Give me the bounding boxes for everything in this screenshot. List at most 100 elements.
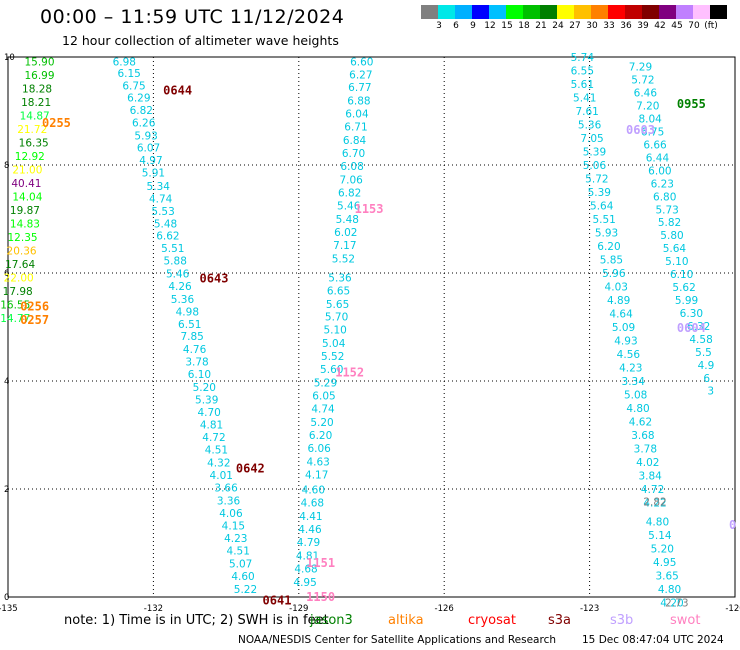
wave-height-value: 5.36	[328, 272, 352, 284]
wave-height-value: 5.65	[326, 299, 349, 311]
wave-height-value: 5.61	[571, 79, 594, 91]
footer-note: note: 1) Time is in UTC; 2) SWH is in fe…	[64, 613, 329, 628]
wave-height-value: 6.26	[132, 117, 156, 129]
wave-height-value: 3.65	[655, 570, 678, 582]
pass-time-label: 1153	[355, 202, 384, 216]
y-tick-label: 8	[4, 161, 9, 171]
scale-swatch	[506, 5, 523, 19]
wave-height-value: 16.35	[19, 137, 49, 149]
wave-height-value: 4.15	[222, 521, 245, 533]
wave-height-value: 5.22	[234, 584, 257, 596]
color-scale-bar	[421, 5, 727, 19]
wave-height-value: 4.98	[176, 306, 199, 318]
wave-height-value: 4.17	[305, 469, 328, 481]
wave-height-value: 8.04	[638, 114, 662, 126]
pass-time-label: 0255	[42, 116, 71, 130]
wave-height-value: 21.00	[12, 164, 42, 176]
pass-time-label: 0256	[20, 299, 49, 313]
wave-height-value: 5.52	[321, 351, 344, 363]
wave-height-value: 5.36	[578, 120, 602, 132]
wave-height-value: 3.34	[622, 376, 646, 388]
pass-time-label: 0641	[263, 594, 292, 608]
wave-height-value: 7.61	[575, 106, 598, 118]
wave-height-value: 4.72	[641, 484, 664, 496]
wave-height-value: 4.68	[301, 498, 324, 510]
x-tick-label: -120	[725, 604, 740, 612]
wave-height-value: 7.20	[636, 101, 659, 113]
wave-height-value: 3.78	[185, 357, 208, 369]
wave-height-value: 5.52	[332, 253, 355, 265]
wave-height-value: 5.46	[166, 269, 190, 281]
wave-height-value: 40.41	[11, 178, 41, 190]
wave-height-value: 4.51	[205, 445, 228, 457]
wave-height-value: 4.62	[629, 417, 652, 429]
wave-height-value: 4.22	[643, 498, 666, 510]
satellite-legend-altika: altika	[388, 613, 424, 628]
wave-height-value: 6.20	[309, 430, 332, 442]
wave-height-value: 4.93	[614, 336, 637, 348]
wave-height-value: 6.29	[127, 93, 150, 105]
wave-height-value: 4.51	[227, 546, 250, 558]
wave-height-value: 5.5	[695, 347, 712, 359]
wave-height-value: 7.85	[180, 331, 203, 343]
wave-height-value: 4.63	[306, 456, 329, 468]
wave-height-value: 4.23	[619, 363, 642, 375]
wave-height-value: 5.51	[592, 214, 615, 226]
wave-height-value: 4.97	[139, 155, 162, 167]
wave-height-value: 5.80	[660, 230, 683, 242]
wave-height-value: 4.60	[231, 571, 254, 583]
pass-time-label: 0603	[626, 123, 655, 137]
wave-height-value: 5.48	[154, 218, 177, 230]
scale-swatch	[693, 5, 710, 19]
pass-time-label: 1152	[335, 365, 364, 379]
scale-swatch	[676, 5, 693, 19]
wave-height-value: 6.75	[641, 127, 664, 139]
wave-height-value: 5.34	[147, 181, 171, 193]
wave-height-value: 3.36	[217, 495, 241, 507]
wave-height-value: 5.60	[320, 364, 343, 376]
scale-swatch	[574, 5, 591, 19]
wave-height-value: 4.72	[202, 432, 225, 444]
wave-height-value: 6.88	[347, 96, 370, 108]
wave-height-value: 3.66	[214, 482, 238, 494]
wave-height-value: 5.48	[336, 214, 359, 226]
scale-swatch	[489, 5, 506, 19]
wave-height-value: 4.02	[636, 457, 659, 469]
wave-height-value: 3	[707, 386, 714, 398]
wave-height-value: 5.73	[655, 204, 678, 216]
wave-height-value: 4.41	[299, 511, 322, 523]
wave-height-value: 6.65	[327, 285, 350, 297]
map-subtitle: 12 hour collection of altimeter wave hei…	[62, 33, 339, 48]
wave-height-value: 5.08	[624, 390, 647, 402]
wave-height-value: 6.02	[334, 227, 357, 239]
wave-height-value: 5.46	[337, 201, 361, 213]
wave-height-value: 4.01	[210, 470, 233, 482]
scale-label: 6	[453, 21, 459, 31]
scale-swatch	[438, 5, 455, 19]
wave-height-value: 6.10	[670, 269, 693, 281]
wave-height-value: 6.00	[648, 165, 671, 177]
scale-label: 15	[501, 21, 513, 31]
scale-swatch	[455, 5, 472, 19]
wave-height-value: 4.74	[311, 404, 335, 416]
wave-height-value: 4.81	[200, 420, 223, 432]
wave-height-value: 6.04	[345, 109, 369, 121]
wave-height-value: 2.73	[665, 597, 688, 609]
wave-height-value: 5.91	[142, 168, 165, 180]
scale-label: 70	[688, 21, 700, 31]
wave-height-value: 5.82	[658, 217, 681, 229]
wave-height-value: 3.68	[631, 430, 654, 442]
wave-height-value: 6.23	[651, 178, 674, 190]
wave-height-value: 5.07	[229, 559, 252, 571]
scale-swatch	[659, 5, 676, 19]
wave-height-value: 2.82	[643, 496, 666, 508]
scale-label: 9	[470, 21, 476, 31]
satellite-legend-s3a: s3a	[548, 613, 572, 628]
wave-height-value: 12.35	[8, 232, 38, 244]
wave-height-value: 6.32	[687, 321, 710, 333]
wave-height-value: 6.07	[137, 143, 160, 155]
wave-height-value: 5.51	[161, 243, 184, 255]
wave-height-value: 14.83	[10, 218, 40, 230]
wave-height-value: 5.39	[588, 187, 611, 199]
x-tick-label: -123	[580, 604, 599, 612]
